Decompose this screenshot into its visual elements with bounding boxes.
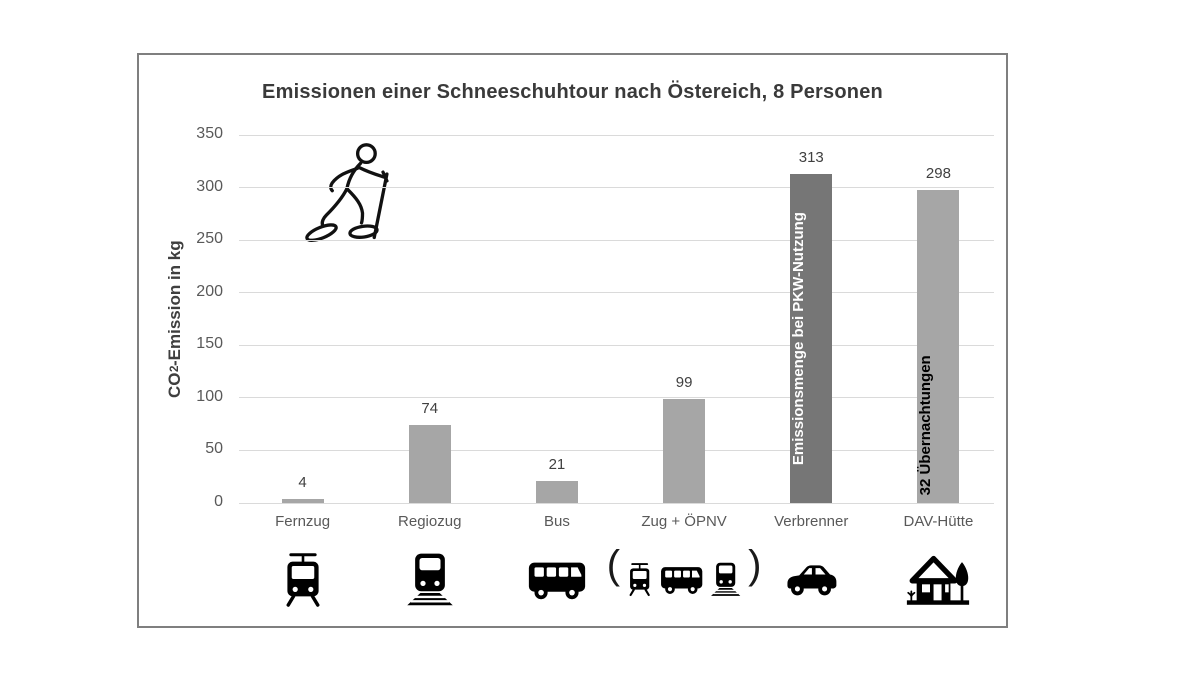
bus-icon <box>528 562 586 599</box>
bar-value-label-regiozug: 74 <box>421 400 439 418</box>
icon-cell-fernzug <box>277 545 329 613</box>
bar-value-label-bus: 21 <box>548 455 566 473</box>
bar-inner-label-dav-hütte: 32 Übernachtungen <box>917 354 935 495</box>
chart-title: Emissionen einer Schneeschuhtour nach Ös… <box>262 81 883 103</box>
bar-bus <box>535 480 578 503</box>
hiker-right-arm <box>356 165 386 179</box>
y-tick-label-250: 250 <box>196 230 223 248</box>
y-tick-label-150: 150 <box>196 335 223 353</box>
hiker-back-leg <box>346 188 365 225</box>
train-icon <box>711 562 741 596</box>
y-axis-title-subscript: 2 <box>169 365 181 373</box>
bar-value-label-verbrenner: 313 <box>798 148 824 166</box>
y-tick-label-0: 0 <box>214 493 223 510</box>
y-tick-label-100: 100 <box>196 387 223 405</box>
gridline-50 <box>239 449 994 451</box>
bar-zug-öpnv <box>663 398 706 503</box>
hiker-front-snowshoe <box>305 223 338 242</box>
y-tick-label-300: 300 <box>196 177 223 195</box>
left-parenthesis: ( <box>606 543 621 587</box>
car-icon <box>787 565 837 596</box>
x-axis-label-fernzug: Fernzug <box>275 513 331 530</box>
x-axis-label-regiozug: Regiozug <box>398 513 462 530</box>
bar-verbrenner: Emissionsmenge bei PKW-Nutzung <box>790 173 833 503</box>
y-tick-label-350: 350 <box>196 125 223 142</box>
bar-fernzug <box>281 498 324 503</box>
hiker-front-leg <box>320 187 349 227</box>
x-axis-label-zug-öpnv: Zug + ÖPNV <box>641 513 727 530</box>
gridline-150 <box>239 344 994 346</box>
bar-dav-hütte: 32 Übernachtungen <box>917 189 960 503</box>
bar-value-label-zug-öpnv: 99 <box>675 373 693 391</box>
icon-cell-zug-öpnv: ( ) <box>606 543 762 613</box>
tram-icon <box>629 563 651 597</box>
x-axis-label-bus: Bus <box>543 513 570 530</box>
gridline-300 <box>239 187 994 189</box>
x-axis-label-dav-hütte: DAV-Hütte <box>903 513 974 530</box>
chart-frame: Emissionen einer Schneeschuhtour nach Ös… <box>137 53 1008 628</box>
gridline-200 <box>239 292 994 294</box>
gridline-0 <box>239 502 994 504</box>
hiker-back-snowshoe <box>348 224 379 239</box>
bar-value-label-dav-hütte: 298 <box>925 164 951 182</box>
icon-cell-verbrenner <box>782 545 840 613</box>
bus-icon <box>661 566 703 594</box>
hut-icon <box>907 555 970 605</box>
bar-inner-label-verbrenner: Emissionsmenge bei PKW-Nutzung <box>790 211 808 465</box>
x-axis-label-verbrenner: Verbrenner <box>774 513 849 530</box>
tram-icon <box>286 553 320 607</box>
icon-cell-regiozug <box>402 545 458 613</box>
hiker-head <box>355 143 377 165</box>
y-tick-label-50: 50 <box>205 440 223 458</box>
train-icon <box>407 553 453 606</box>
right-parenthesis: ) <box>748 543 762 587</box>
icon-cell-dav-hütte <box>906 545 970 613</box>
gridline-250 <box>239 239 994 241</box>
y-tick-label-200: 200 <box>196 282 223 300</box>
hiker-left-arm <box>329 166 360 193</box>
gridline-350 <box>239 134 994 136</box>
bar-regiozug <box>408 425 451 503</box>
bar-value-label-fernzug: 4 <box>298 473 307 491</box>
snowshoe-hiker-drawing <box>305 143 389 242</box>
icon-cell-bus <box>527 545 587 613</box>
hiker-torso <box>345 161 363 191</box>
gridline-100 <box>239 397 994 399</box>
